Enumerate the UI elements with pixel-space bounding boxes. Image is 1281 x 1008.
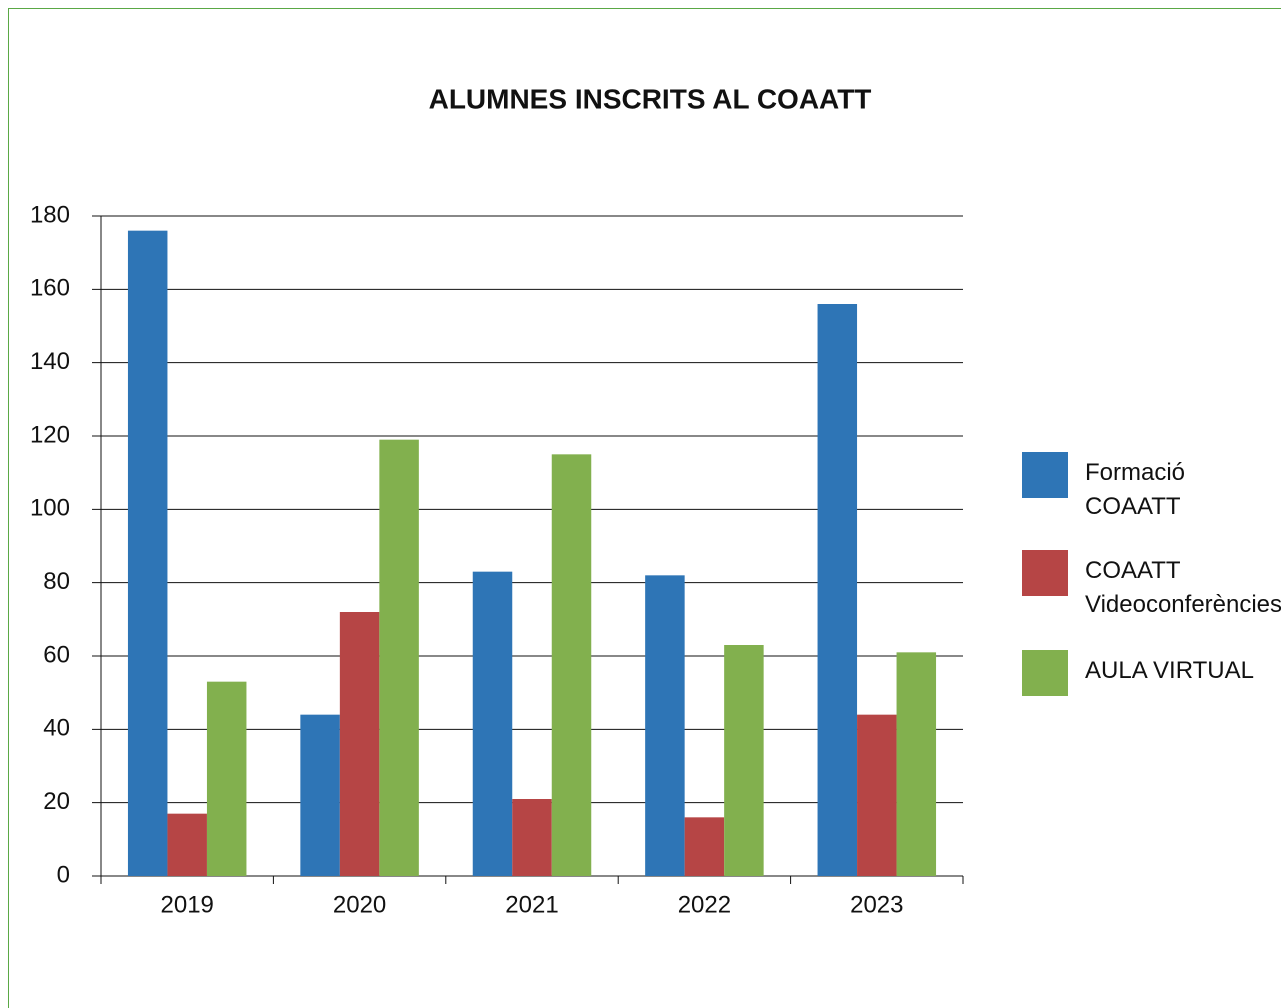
y-tick-label: 20 [43, 788, 70, 815]
legend-label: Formació COAATT [1085, 459, 1186, 520]
bar [167, 813, 207, 876]
y-tick-label: 140 [30, 348, 70, 375]
bar [206, 681, 247, 876]
bar [817, 304, 858, 876]
y-tick-label: 180 [30, 201, 70, 228]
chart-title: ALUMNES INSCRITS AL COAATT [429, 83, 872, 114]
y-tick-label: 100 [30, 495, 70, 522]
y-tick-label: 0 [57, 861, 70, 888]
x-tick-label: 2022 [678, 891, 731, 918]
legend-swatch [1022, 650, 1068, 696]
bar [300, 714, 340, 876]
bar [857, 714, 897, 876]
frame [8, 8, 1281, 1008]
x-tick-label: 2023 [850, 891, 903, 918]
bar [127, 230, 168, 876]
legend-label: COAATT Videoconferències [1085, 557, 1281, 618]
legend-swatch [1022, 550, 1068, 596]
bar [512, 799, 552, 876]
x-tick-label: 2020 [333, 891, 386, 918]
y-tick-label: 160 [30, 275, 70, 302]
bar [724, 645, 764, 876]
y-tick-label: 120 [30, 421, 70, 448]
bar [896, 652, 937, 876]
x-tick-label: 2019 [161, 891, 214, 918]
bar [472, 571, 513, 876]
x-tick-label: 2021 [505, 891, 558, 918]
bar [684, 817, 725, 876]
bar [339, 612, 380, 876]
legend-label: AULA VIRTUAL [1085, 657, 1254, 684]
y-tick-label: 60 [43, 641, 70, 668]
bar [645, 575, 685, 876]
bar [551, 454, 592, 876]
legend-swatch [1022, 452, 1068, 498]
bar [379, 439, 419, 876]
y-tick-label: 40 [43, 715, 70, 742]
y-tick-label: 80 [43, 568, 70, 595]
